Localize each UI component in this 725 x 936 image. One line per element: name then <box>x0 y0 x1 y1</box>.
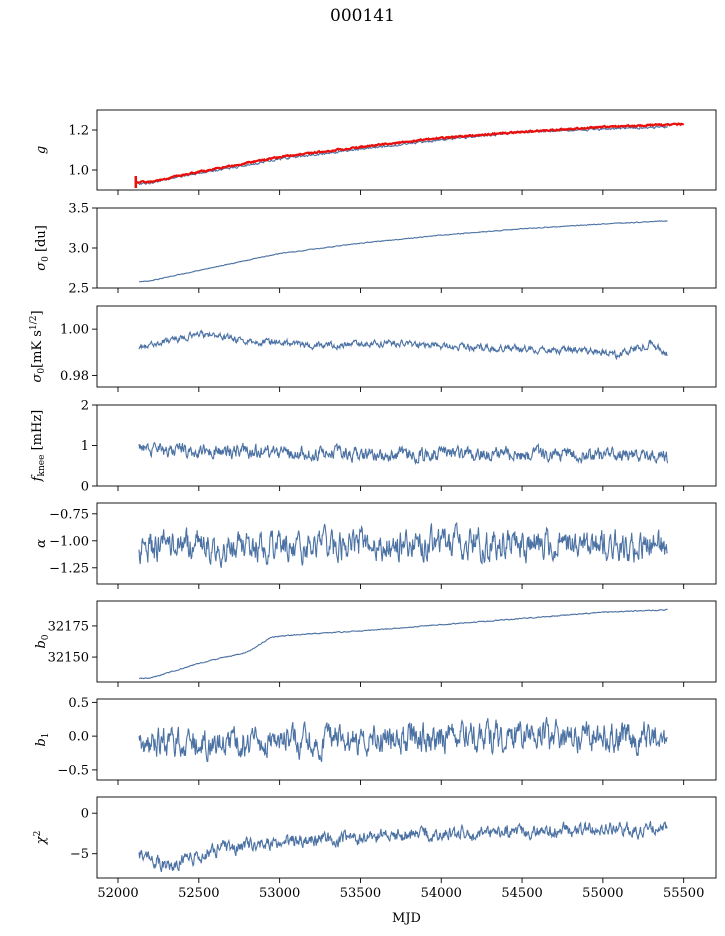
y-tick-label-chi2: 0 <box>81 807 89 822</box>
panel-sigma0_mK: 0.98 1.00 σ0[mK s1/2] <box>29 305 717 392</box>
y-tick-label-sigma0_du: 2.5 <box>68 282 89 297</box>
panel-fknee: 0 1 2 fknee [mHz] <box>30 399 717 495</box>
x-axis-label: MJD <box>392 911 421 926</box>
series-line-alpha <box>138 521 668 568</box>
x-tick-label: 55000 <box>582 886 623 901</box>
y-tick-label-fknee: 2 <box>81 399 89 414</box>
figure-title: 000141 <box>330 6 395 26</box>
axes-frame-b1 <box>96 698 717 781</box>
y-tick-label-alpha: −1.25 <box>49 561 89 576</box>
x-tick-label: 52000 <box>97 886 138 901</box>
series-line-sigma0_mK <box>138 329 668 361</box>
y-axis-label-b1: b1 <box>34 732 51 746</box>
y-tick-label-alpha: −0.75 <box>49 507 89 522</box>
series-line-g <box>138 125 668 186</box>
y-axis-label-alpha: α <box>34 539 49 548</box>
axes-frame-alpha <box>96 502 717 585</box>
axes-frame-b0 <box>96 600 717 683</box>
y-axis-label-sigma0_mK: σ0[mK s1/2] <box>29 310 47 382</box>
series-line-sigma0_du <box>139 220 668 283</box>
panel-alpha: −1.25 −1.00 −0.75 α <box>34 502 717 589</box>
panel-g: 1.0 1.2 g <box>34 109 717 195</box>
y-tick-label-b1: −0.5 <box>57 763 89 778</box>
y-tick-label-sigma0_du: 3.0 <box>68 242 89 257</box>
x-tick-label: 52500 <box>178 886 219 901</box>
panel-sigma0_du: 2.5 3.0 3.5 σ0 [du] <box>34 202 717 297</box>
y-tick-label-sigma0_mK: 1.00 <box>60 323 89 338</box>
y-tick-label-chi2: −5 <box>70 847 89 862</box>
axes-frame-fknee <box>96 404 717 487</box>
axes-frame-g <box>96 109 717 191</box>
series-line-fknee <box>138 441 669 466</box>
x-tick-label: 54000 <box>421 886 462 901</box>
y-tick-label-fknee: 1 <box>81 439 89 454</box>
axes-frame-chi2 <box>96 796 717 879</box>
x-tick-label: 53000 <box>259 886 300 901</box>
y-tick-label-b0: 32175 <box>48 619 89 634</box>
y-tick-label-sigma0_du: 3.5 <box>68 202 89 217</box>
y-tick-label-b1: 0.0 <box>68 730 89 745</box>
x-tick-label: 54500 <box>501 886 542 901</box>
y-tick-label-alpha: −1.00 <box>49 534 89 549</box>
y-axis-label-chi2: χ2 <box>33 831 49 846</box>
y-axis-label-sigma0_du: σ0 [du] <box>34 225 51 271</box>
y-tick-label-sigma0_mK: 0.98 <box>60 369 89 384</box>
series-line-chi2 <box>138 820 668 873</box>
y-tick-label-g: 1.2 <box>68 124 89 139</box>
y-axis-label-fknee: fknee [mHz] <box>30 410 47 483</box>
fit-line-g <box>135 122 685 185</box>
axes-frame-sigma0_mK <box>96 305 717 388</box>
y-axis-label-g: g <box>34 146 49 154</box>
y-tick-label-b0: 32150 <box>48 651 89 666</box>
series-line-b0 <box>138 608 668 680</box>
panel-chi2: −5 0 52000 52500 53000 53500 54000 54500 55000 55… <box>33 796 717 901</box>
y-tick-label-fknee: 0 <box>81 480 89 495</box>
y-tick-label-b1: 0.5 <box>68 696 89 711</box>
series-line-b1 <box>138 716 668 763</box>
y-axis-label-b0: b0 <box>34 634 51 648</box>
x-tick-label: 53500 <box>340 886 381 901</box>
axes-frame-sigma0_du <box>96 207 717 289</box>
x-tick-label: 55500 <box>663 886 704 901</box>
panel-b1: −0.5 0.0 0.5 b1 <box>34 696 717 785</box>
y-tick-label-g: 1.0 <box>68 164 89 179</box>
